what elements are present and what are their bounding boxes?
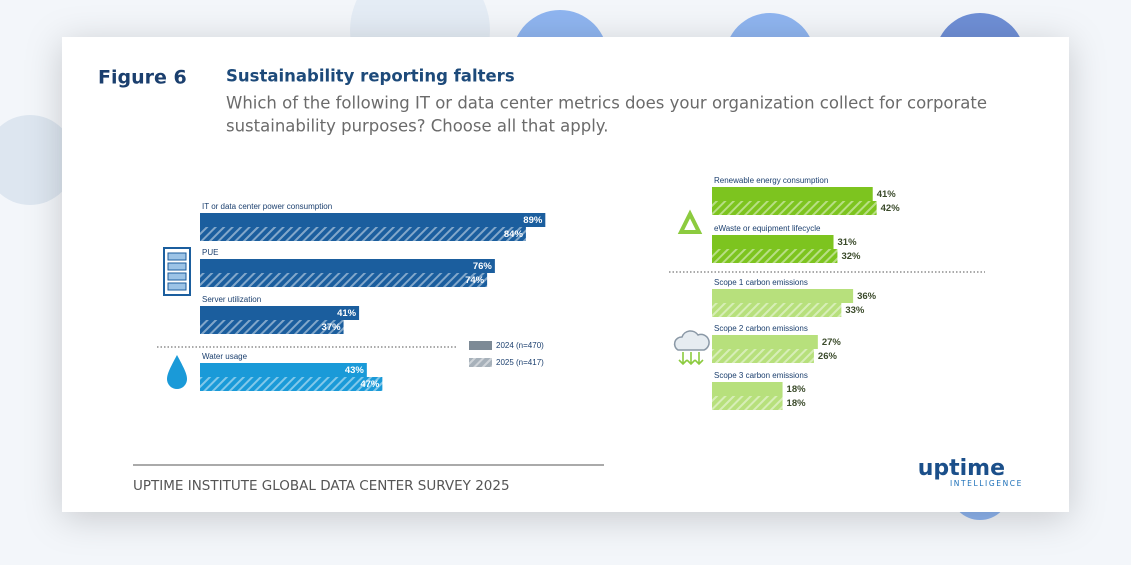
bar [712,349,814,363]
subtitle: Which of the following IT or data center… [226,94,987,113]
bar [712,303,842,317]
bar [200,259,495,273]
category-label: Scope 3 carbon emissions [714,371,808,380]
value-label: 76% [473,261,493,272]
value-label: 89% [523,215,543,226]
category-label: Server utilization [202,295,261,304]
category-label: PUE [202,248,218,257]
legend-label: 2024 (n=470) [496,341,544,350]
carbon-icon [673,330,710,366]
bar [712,201,877,215]
category-label: IT or data center power consumption [202,202,332,211]
value-label: 27% [822,337,842,348]
logo: uptime [918,456,1005,481]
legend-label: 2025 (n=417) [496,358,544,367]
category-label: Renewable energy consumption [714,176,828,185]
value-label: 74% [465,275,485,286]
logo-tagline: INTELLIGENCE [950,479,1023,488]
value-label: 84% [504,229,524,240]
bar [200,227,526,241]
value-label: 43% [345,365,365,376]
bar [712,396,783,410]
bar [712,289,854,303]
figure-label: Figure 6 [98,67,187,89]
value-label: 33% [845,305,865,316]
bar [712,187,873,201]
water-icon [167,355,187,389]
bar [200,363,367,377]
value-label: 41% [877,189,897,200]
bar [200,306,360,320]
legend-swatch [469,341,492,350]
bar [712,382,783,396]
bar [200,273,488,287]
value-label: 18% [787,398,807,409]
value-label: 36% [857,291,877,302]
recycle-icon [677,209,703,234]
value-label: 32% [841,251,861,262]
title: Sustainability reporting falters [226,67,515,86]
bar [200,377,383,391]
value-label: 18% [787,384,807,395]
value-label: 41% [337,308,357,319]
bar [200,213,546,227]
bar [712,249,838,263]
category-label: Scope 2 carbon emissions [714,324,808,333]
legend-swatch [469,358,492,367]
decor-circle [0,115,75,205]
value-label: 26% [818,351,838,362]
value-label: 31% [838,237,858,248]
subtitle: sustainability purposes? Choose all that… [226,117,608,136]
category-label: Scope 1 carbon emissions [714,278,808,287]
bar [200,320,344,334]
bar [712,235,834,249]
value-label: 42% [881,203,901,214]
category-label: eWaste or equipment lifecycle [714,224,821,233]
value-label: 37% [322,322,342,333]
footer: UPTIME INSTITUTE GLOBAL DATA CENTER SURV… [133,478,510,494]
server-icon [163,247,191,296]
category-label: Water usage [202,352,248,361]
value-label: 47% [360,379,380,390]
bar [712,335,818,349]
